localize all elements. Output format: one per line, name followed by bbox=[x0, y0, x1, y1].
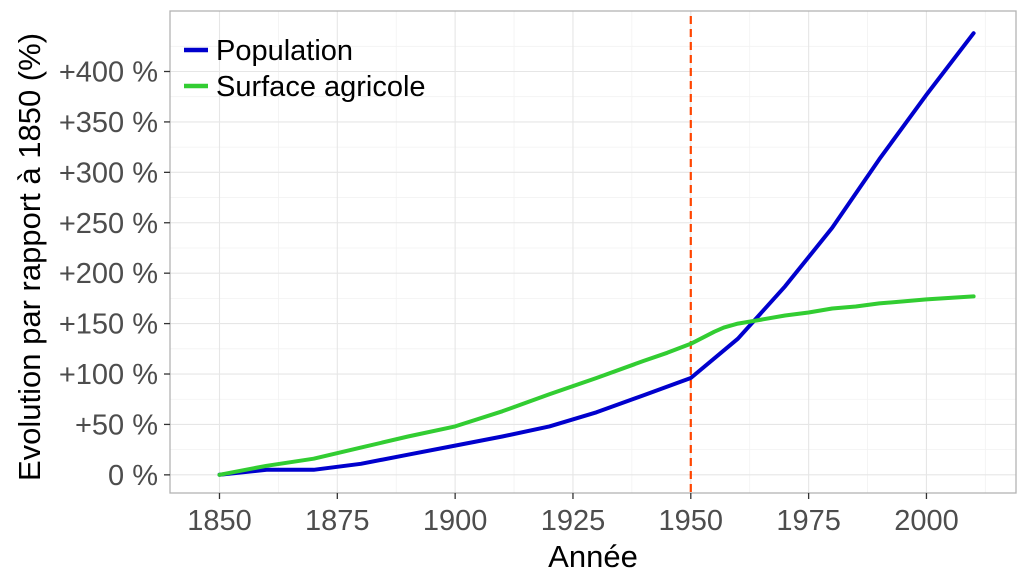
series-line-population bbox=[217, 31, 976, 477]
legend: Population Surface agricole bbox=[184, 35, 426, 103]
y-tick-label: +50 % bbox=[75, 409, 158, 441]
legend-label-surface-agricole: Surface agricole bbox=[216, 71, 426, 103]
x-tick-label: 1975 bbox=[776, 505, 841, 537]
minor-gridlines bbox=[170, 11, 1016, 493]
y-tick-label: +100 % bbox=[59, 359, 158, 391]
y-tick-label: +150 % bbox=[59, 309, 158, 341]
x-tick-label: 1875 bbox=[305, 505, 370, 537]
series-line-surface-agricole bbox=[217, 294, 976, 477]
x-tick-label: 2000 bbox=[894, 505, 959, 537]
y-tick-label: +250 % bbox=[59, 208, 158, 240]
x-tick-label: 1925 bbox=[541, 505, 606, 537]
series-lines bbox=[217, 31, 976, 477]
x-tick-label: 1950 bbox=[659, 505, 724, 537]
x-axis-ticks: 1850 1875 1900 1925 1950 1975 2000 bbox=[187, 493, 959, 537]
major-gridlines bbox=[170, 11, 1016, 493]
x-tick-label: 1850 bbox=[187, 505, 252, 537]
x-tick-label: 1900 bbox=[423, 505, 488, 537]
y-tick-label: +350 % bbox=[59, 107, 158, 139]
x-axis-title: Année bbox=[548, 539, 638, 574]
y-axis-ticks: 0 % +50 % +100 % +150 % +200 % +250 % +300 % +3… bbox=[59, 57, 170, 492]
y-tick-label: +400 % bbox=[59, 57, 158, 89]
y-tick-label: 0 % bbox=[108, 460, 158, 492]
y-tick-label: +200 % bbox=[59, 258, 158, 290]
plot-panel-border bbox=[169, 10, 1017, 494]
legend-label-population: Population bbox=[216, 35, 353, 67]
y-axis-title: Evolution par rapport à 1850 (%) bbox=[12, 33, 47, 481]
y-tick-label: +300 % bbox=[59, 157, 158, 189]
